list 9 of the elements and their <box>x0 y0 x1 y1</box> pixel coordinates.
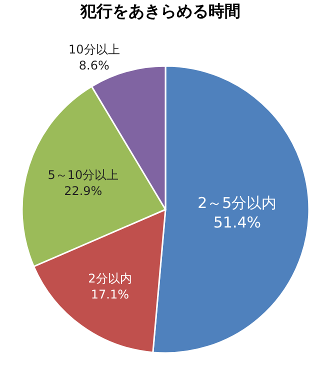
slice-label: 2分以内 <box>88 272 132 286</box>
chart-title: 犯行をあきらめる時間 <box>80 2 240 21</box>
slice-label: 5～10分以上 <box>48 168 119 182</box>
data-label: 51.4% <box>213 213 262 232</box>
data-label: 22.9% <box>64 184 102 198</box>
slice-label: 10分以上 <box>68 42 120 57</box>
data-label: 17.1% <box>90 287 130 302</box>
slice-label: 2～5分以内 <box>198 194 277 212</box>
data-label: 8.6% <box>78 58 110 72</box>
